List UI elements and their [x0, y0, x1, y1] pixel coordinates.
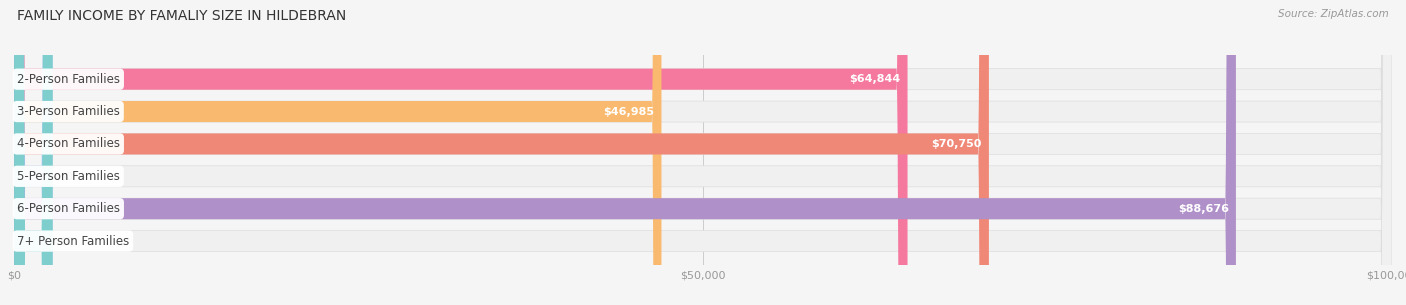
- Text: 5-Person Families: 5-Person Families: [17, 170, 120, 183]
- Text: 4-Person Families: 4-Person Families: [17, 138, 120, 150]
- Text: 7+ Person Families: 7+ Person Families: [17, 235, 129, 248]
- Text: $70,750: $70,750: [932, 139, 981, 149]
- Text: 2-Person Families: 2-Person Families: [17, 73, 120, 86]
- Text: $88,676: $88,676: [1178, 204, 1229, 214]
- Text: 3-Person Families: 3-Person Families: [17, 105, 120, 118]
- FancyBboxPatch shape: [14, 0, 988, 305]
- FancyBboxPatch shape: [14, 0, 1392, 305]
- Text: 6-Person Families: 6-Person Families: [17, 202, 120, 215]
- FancyBboxPatch shape: [14, 0, 1392, 305]
- FancyBboxPatch shape: [14, 0, 907, 305]
- Text: FAMILY INCOME BY FAMALIY SIZE IN HILDEBRAN: FAMILY INCOME BY FAMALIY SIZE IN HILDEBR…: [17, 9, 346, 23]
- Text: $0: $0: [59, 171, 73, 181]
- FancyBboxPatch shape: [14, 0, 1236, 305]
- FancyBboxPatch shape: [14, 0, 52, 305]
- FancyBboxPatch shape: [14, 0, 52, 305]
- FancyBboxPatch shape: [14, 0, 1392, 305]
- Text: Source: ZipAtlas.com: Source: ZipAtlas.com: [1278, 9, 1389, 19]
- FancyBboxPatch shape: [14, 0, 661, 305]
- FancyBboxPatch shape: [14, 0, 1392, 305]
- Text: $0: $0: [59, 236, 73, 246]
- FancyBboxPatch shape: [14, 0, 1392, 305]
- Text: $64,844: $64,844: [849, 74, 901, 84]
- Text: $46,985: $46,985: [603, 106, 655, 117]
- FancyBboxPatch shape: [14, 0, 1392, 305]
